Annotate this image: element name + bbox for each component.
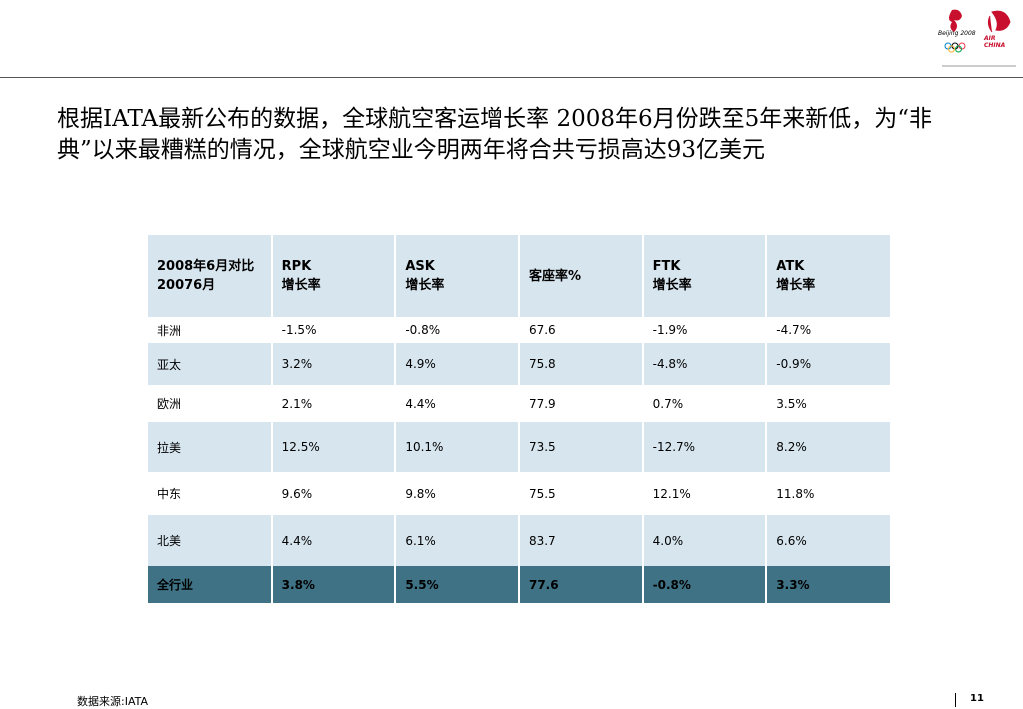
table-cell: -4.7% <box>765 317 890 343</box>
table-cell: 73.5 <box>517 422 643 472</box>
header-line: 增长率 <box>776 278 816 293</box>
table-cell: 3.3% <box>765 566 890 603</box>
table-cell: 6.1% <box>394 515 519 566</box>
table-cell: 0.7% <box>641 385 767 422</box>
table-cell: -12.7% <box>641 422 767 472</box>
table-cell: 67.6 <box>517 317 643 343</box>
header-cell: 2008年6月对比 20076月 <box>148 235 272 317</box>
header-cell: RPK 增长率 <box>270 235 396 317</box>
table-cell: 4.4% <box>394 385 519 422</box>
table-cell: -1.9% <box>641 317 767 343</box>
table-cell: 2.1% <box>270 385 396 422</box>
header-line: 2008年6月对比 <box>157 259 255 274</box>
logo-graphic <box>942 9 1016 67</box>
table-cell: 4.4% <box>270 515 396 566</box>
table-cell: 77.9 <box>517 385 643 422</box>
table-cell: 拉美 <box>157 440 182 455</box>
table-row: 欧洲 2.1% 4.4% 77.9 0.7% 3.5% <box>148 385 890 422</box>
table-row: 中东 9.6% 9.8% 75.5 12.1% 11.8% <box>148 472 890 515</box>
table-cell: -1.5% <box>270 317 396 343</box>
table-row: 亚太 3.2% 4.9% 75.8 -4.8% -0.9% <box>148 343 890 385</box>
table-cell: 9.6% <box>270 472 396 515</box>
table-cell: 亚太 <box>157 357 182 372</box>
table-cell: 10.1% <box>394 422 519 472</box>
page-divider <box>955 693 956 707</box>
logo: Beijing 2008 AIR CHINA <box>938 6 1018 72</box>
table-cell: 3.5% <box>765 385 890 422</box>
table-cell: 11.8% <box>765 472 890 515</box>
table-cell: 12.1% <box>641 472 767 515</box>
header-cell: FTK 增长率 <box>641 235 767 317</box>
table-cell: 6.6% <box>765 515 890 566</box>
table-cell: 77.6 <box>517 566 643 603</box>
table-cell: 北美 <box>157 534 182 548</box>
table-cell: -0.8% <box>394 317 519 343</box>
table-cell: 12.5% <box>270 422 396 472</box>
slide-title: 根据IATA最新公布的数据，全球航空客运增长率 2008年6月份跌至5年来新低，… <box>57 106 932 163</box>
table-row: 全行业 3.8% 5.5% 77.6 -0.8% 3.3% <box>148 566 890 603</box>
header-line: RPK <box>281 259 312 274</box>
table-cell: 4.0% <box>641 515 767 566</box>
source: 数据来源:IATA <box>77 695 149 708</box>
table-cell: 中东 <box>157 487 182 501</box>
table-cell: 全行业 <box>157 578 194 592</box>
table-row: 北美 4.4% 6.1% 83.7 4.0% 6.6% <box>148 515 890 566</box>
page-number: 11 <box>970 693 984 704</box>
table-cell: 4.9% <box>394 343 519 385</box>
top-rule <box>0 77 1023 78</box>
header-line: 增长率 <box>405 278 445 293</box>
table-cell: 欧洲 <box>157 397 182 411</box>
table-cell: -0.9% <box>765 343 890 385</box>
header-cell: ATK 增长率 <box>765 235 890 317</box>
table-cell: -0.8% <box>641 566 767 603</box>
header-row: 2008年6月对比 20076月 RPK 增长率 ASK 增长率 客座率% FTK 增长率 ATK… <box>148 235 890 317</box>
table-row: 拉美 12.5% 10.1% 73.5 -12.7% 8.2% <box>148 422 890 472</box>
table-cell: 3.8% <box>270 566 396 603</box>
table-cell: 83.7 <box>517 515 643 566</box>
table-cell: 8.2% <box>765 422 890 472</box>
header-cell: 客座率% <box>517 235 643 317</box>
header-line: 20076月 <box>157 278 216 293</box>
header-line: ATK <box>776 259 805 274</box>
table-cell: 非洲 <box>157 323 182 338</box>
table-cell: 75.8 <box>517 343 643 385</box>
header-line: ASK <box>405 259 435 274</box>
header-line: 增长率 <box>281 278 321 293</box>
header-line: 增长率 <box>652 278 692 293</box>
table-cell: 5.5% <box>394 566 519 603</box>
table-cell: 9.8% <box>394 472 519 515</box>
table-cell: 3.2% <box>270 343 396 385</box>
header-cell: ASK 增长率 <box>394 235 519 317</box>
olympic-text: Beijing 2008 <box>938 30 976 37</box>
data-table: 2008年6月对比 20076月 RPK 增长率 ASK 增长率 客座率% FTK 增长率 ATK… <box>148 235 890 603</box>
table-cell: 75.5 <box>517 472 643 515</box>
header-line: 客座率% <box>528 268 581 284</box>
airline-text: AIR CHINA <box>984 35 1006 49</box>
header-line: FTK <box>652 259 681 274</box>
table-cell: -4.8% <box>641 343 767 385</box>
table-row: 非洲 -1.5% -0.8% 67.6 -1.9% -4.7% <box>148 317 890 343</box>
